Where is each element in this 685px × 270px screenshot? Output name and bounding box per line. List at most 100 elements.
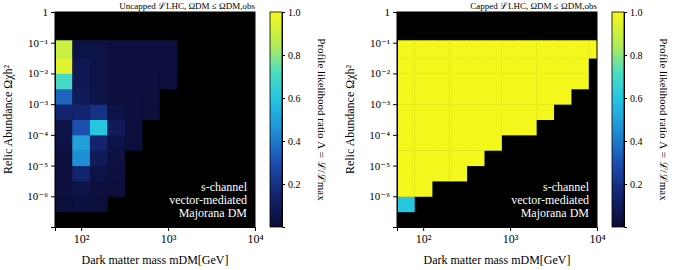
y-tick-mark (393, 135, 397, 136)
y-tick-label: 1 (43, 6, 49, 18)
annotation: s-channel (201, 180, 248, 194)
colorbar-tick-mark (282, 184, 285, 185)
heatmap-cell (107, 120, 125, 136)
heatmap-cell (72, 40, 90, 58)
colorbar-tick-label: 0.4 (630, 136, 643, 147)
heatmap-cell (414, 120, 432, 136)
heatmap-cell (519, 58, 537, 74)
heatmap-cell (588, 40, 597, 58)
x-axis-line (56, 228, 256, 232)
colorbar-tick-label: 0.6 (630, 93, 643, 104)
heatmap-cell (554, 58, 572, 74)
x-tick: 10² (416, 227, 432, 246)
y-tick: 10⁻³ (370, 98, 397, 110)
annotation: Majorana DM (179, 206, 248, 220)
y-tick: 1 (43, 6, 56, 18)
heatmap-cell (159, 58, 177, 74)
heatmap-cell (72, 120, 90, 136)
heatmap-cell (107, 135, 125, 151)
x-axis-line (398, 228, 598, 232)
heatmap-cell (90, 181, 108, 197)
x-axis: 10² 10³ 10⁴ (56, 227, 264, 246)
colorbar-tick-label: 1.0 (630, 7, 643, 18)
heatmap-cell (467, 150, 485, 166)
heatmap-cell (449, 40, 467, 58)
heatmap-cell (159, 73, 177, 89)
heatmap-cell (449, 89, 467, 105)
heatmap-cell (519, 89, 537, 105)
y-axis-title: Relic Abundance Ωχh² (1, 65, 15, 175)
heatmap-cell (55, 135, 73, 151)
y-axis-title: Relic Abundance Ωχh² (343, 65, 357, 175)
y-tick-label: 10⁻² (370, 67, 391, 79)
annotation: Majorana DM (521, 206, 590, 220)
y-tick-label: 10⁻⁴ (27, 129, 48, 141)
panel-title: Capped ℒLHC, ΩDM ≤ ΩDM,obs (470, 1, 597, 11)
colorbar-tick-label: 0.6 (288, 93, 301, 104)
colorbar-tick-mark (624, 98, 627, 99)
heatmap-cell (125, 120, 143, 136)
heatmap-cell (501, 120, 519, 136)
annotation: s-channel (543, 180, 590, 194)
cells (55, 40, 177, 212)
heatmap-cell (72, 150, 90, 166)
y-tick-mark (51, 104, 55, 105)
heatmap-cell (484, 58, 502, 74)
y-axis-line (393, 13, 398, 228)
heatmap-cell (467, 135, 485, 151)
panel-title: Uncapped ℒLHC, ΩDM ≤ ΩDM,obs (119, 1, 255, 11)
x-tick-label: 10³ (161, 232, 177, 246)
heatmap-cell (90, 40, 108, 58)
heatmap-cell (107, 181, 125, 197)
heatmap-cell (449, 120, 467, 136)
y-tick-label: 10⁻⁵ (27, 160, 48, 172)
y-tick: 10⁻¹ (28, 37, 55, 49)
heatmap-cell (397, 40, 415, 58)
heatmap-cell (142, 58, 160, 74)
colorbar-tick: 0.2 (282, 179, 301, 190)
heatmap-cell (432, 58, 450, 74)
heatmap-cell (72, 181, 90, 197)
heatmap-cell (432, 40, 450, 58)
plot-frame (397, 12, 597, 227)
colorbar-title: Profile likelihood ratio Λ = ℒ/ℒmax (316, 38, 328, 201)
heatmap-cell (90, 166, 108, 182)
heatmap-cell (432, 120, 450, 136)
y-tick: 1 (385, 6, 398, 18)
heatmap-cell (107, 150, 125, 166)
heatmap-cell (90, 58, 108, 74)
heatmap-cell (432, 104, 450, 120)
colorbar-tick-label: 0.2 (288, 179, 301, 190)
heatmap-cell (107, 89, 125, 105)
panel: 10²10³10⁴10⁻⁶10⁻⁵10⁻⁴10⁻³10⁻²10⁻¹1Uncapp… (1, 1, 328, 267)
colorbar-tick-label: 0.8 (630, 50, 643, 61)
y-tick: 10⁻⁵ (27, 160, 55, 172)
colorbar (612, 12, 624, 227)
heatmap-cell (125, 58, 143, 74)
heatmap-cell (414, 40, 432, 58)
heatmap-cell (397, 58, 415, 74)
y-tick: 10⁻⁴ (27, 129, 55, 141)
heatmap-cell (432, 135, 450, 151)
y-axis: 10⁻⁶10⁻⁵10⁻⁴10⁻³10⁻²10⁻¹1 (27, 6, 55, 227)
y-axis-line (51, 13, 56, 228)
heatmap-cell (72, 135, 90, 151)
x-tick-label: 10² (74, 232, 90, 246)
heatmap-cell (571, 58, 589, 74)
colorbar-tick-label: 0.4 (288, 136, 301, 147)
heatmap-cell (142, 89, 160, 105)
y-tick-label: 10⁻⁶ (27, 190, 48, 202)
y-tick-label: 10⁻⁴ (369, 129, 390, 141)
y-tick-label: 10⁻³ (370, 98, 391, 110)
heatmap-cell (467, 58, 485, 74)
x-tick: 10⁴ (247, 227, 263, 246)
heatmap-cell (414, 73, 432, 89)
colorbar-tick-label: 0.2 (630, 179, 643, 190)
heatmap-cell (414, 181, 432, 197)
heatmap-cell (501, 40, 519, 58)
cells (397, 40, 597, 212)
colorbar-axis-line (283, 13, 286, 228)
heatmap-cell (571, 73, 589, 89)
annotation: vector-mediated (511, 193, 589, 207)
heatmap-cell (142, 73, 160, 89)
